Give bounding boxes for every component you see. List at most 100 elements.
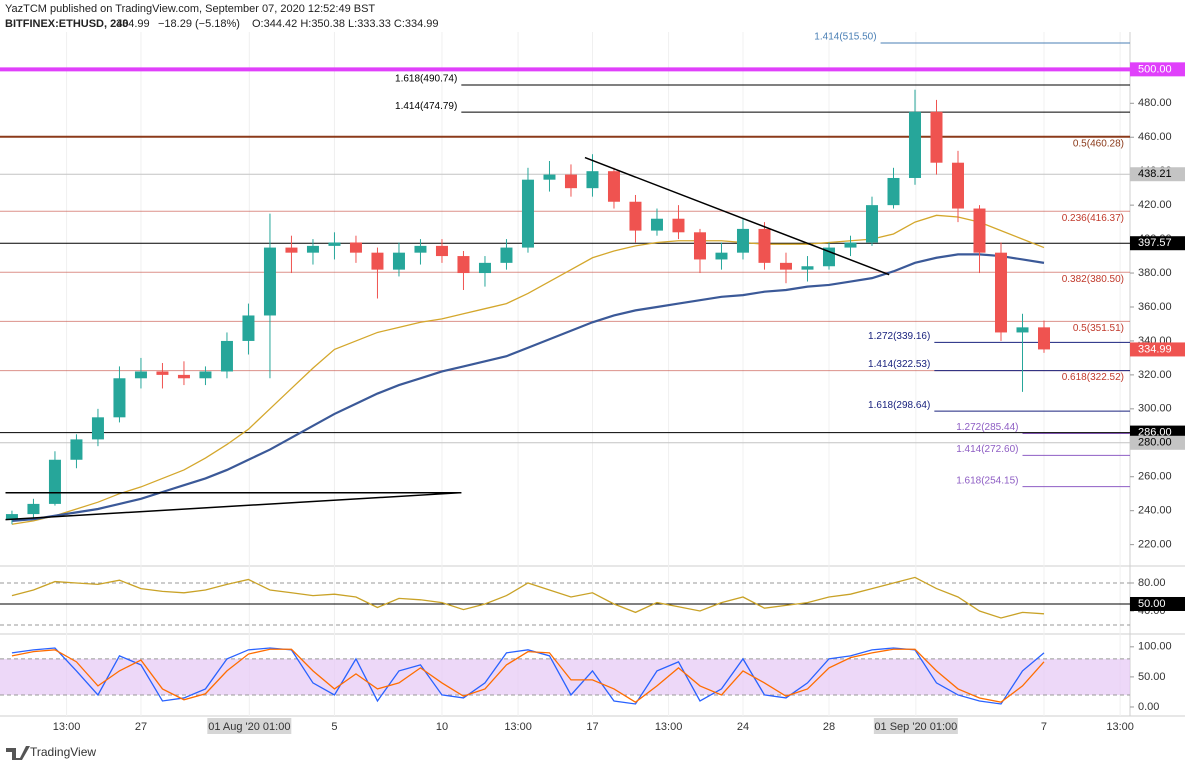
x-tick-label: 17	[586, 721, 598, 733]
fib-label: 1.618(254.15)	[956, 475, 1018, 486]
x-tick-label: 10	[436, 721, 448, 733]
candle-body	[693, 232, 706, 260]
candle-body	[263, 247, 276, 316]
candle-body	[242, 315, 255, 341]
candle-body	[199, 371, 212, 379]
y-tick-label: 260.00	[1138, 471, 1172, 483]
fib-label: 1.272(339.16)	[868, 331, 930, 342]
candle-body	[435, 245, 448, 257]
candle-body	[521, 179, 534, 248]
candle-body	[328, 242, 341, 246]
price-tag	[1130, 236, 1185, 251]
symbol: BITFINEX:ETHUSD, 240	[5, 18, 128, 30]
y-tick-label: 420.00	[1138, 199, 1172, 211]
pane	[0, 576, 1130, 626]
candle-body	[779, 262, 792, 270]
y-tick-label: 240.00	[1138, 505, 1172, 517]
y-tick-label: 320.00	[1138, 369, 1172, 381]
indicator-line	[11, 253, 1045, 522]
y-tick-label: 300.00	[1138, 403, 1172, 415]
candle-body	[220, 340, 233, 372]
candle-body	[994, 252, 1007, 333]
x-tick-label: 13:00	[504, 721, 532, 733]
candle-body	[908, 111, 921, 178]
x-tick-label: 24	[737, 721, 749, 733]
brand: TradingView	[30, 745, 96, 759]
y-tick-label: 360.00	[1138, 301, 1172, 313]
price-tag	[1130, 596, 1185, 611]
indicator-line	[11, 648, 1045, 703]
price-tag-label: 397.57	[1138, 237, 1172, 249]
fib-label: 1.618(490.74)	[395, 74, 457, 85]
price-tag-label: 50.00	[1138, 598, 1166, 610]
pane: 1.414(515.50) 1.618(490.74) 1.414(474.79) 0…	[0, 32, 1130, 525]
fib-label: 0.5(460.28)	[1073, 138, 1124, 149]
fib-label: 0.5(351.51)	[1073, 323, 1124, 334]
y-tick-label: 460.00	[1138, 131, 1172, 143]
candle-body	[930, 111, 943, 163]
candle-body	[414, 245, 427, 253]
publisher: YazTCM published on TradingView.com, Sep…	[5, 3, 375, 15]
candle-body	[478, 262, 491, 274]
x-tick-label: 7	[1041, 721, 1047, 733]
candle-body	[27, 503, 40, 515]
pane	[0, 647, 1130, 705]
candle-body	[500, 247, 513, 263]
fib-label: 1.414(322.53)	[868, 359, 930, 370]
candle-body	[113, 378, 126, 418]
x-tick-label: 13:00	[655, 721, 683, 733]
fib-label: 1.414(515.50)	[814, 32, 876, 43]
candle-body	[801, 266, 814, 270]
candle-body	[306, 245, 319, 253]
y-tick-label: 80.00	[1138, 577, 1166, 589]
price-tag	[1130, 342, 1185, 357]
indicator-line	[11, 576, 1045, 619]
fib-label: 0.236(416.37)	[1062, 213, 1124, 224]
fib-label: 1.414(272.60)	[956, 444, 1018, 455]
brand-logo	[6, 746, 30, 760]
price-tag-label: 500.00	[1138, 63, 1172, 75]
candle-body	[543, 174, 556, 180]
y-tick-label: 380.00	[1138, 267, 1172, 279]
candle-body	[457, 256, 470, 274]
x-tick-label: 27	[135, 721, 147, 733]
ohlc: O:344.42 H:350.38 L:333.33 C:334.99	[252, 18, 439, 30]
y-tick-label: 0.00	[1138, 701, 1159, 713]
price-tag-label: 438.21	[1138, 168, 1172, 180]
trendline	[584, 156, 890, 276]
candle-body	[1016, 327, 1029, 333]
x-tick-highlight	[873, 718, 958, 734]
candle-body	[285, 247, 298, 253]
x-tick-label: 28	[823, 721, 835, 733]
x-tick-label: 5	[331, 721, 337, 733]
price-tag	[1130, 167, 1185, 182]
fib-label: 0.382(380.50)	[1062, 274, 1124, 285]
y-tick-label: 50.00	[1138, 671, 1166, 683]
price-tag	[1130, 435, 1185, 450]
fib-label: 1.414(474.79)	[395, 101, 457, 112]
band	[0, 658, 1130, 695]
price-tag	[1130, 62, 1185, 77]
price-tag-label: 280.00	[1138, 437, 1172, 449]
candle-body	[758, 228, 771, 263]
indicator-line	[11, 647, 1045, 705]
candle-body	[973, 208, 986, 253]
candle-body	[951, 162, 964, 209]
y-tick-label: 480.00	[1138, 97, 1172, 109]
fib-label: 0.618(322.52)	[1062, 372, 1124, 383]
x-tick-highlight	[207, 718, 292, 734]
candle-body	[629, 201, 642, 231]
candle-body	[607, 171, 620, 202]
candle-body	[865, 205, 878, 243]
x-tick-label: 01 Sep '20 01:00	[874, 721, 957, 733]
x-tick-label: 01 Aug '20 01:00	[208, 721, 290, 733]
fib-label: 1.618(298.64)	[868, 400, 930, 411]
price-tag-label: 334.99	[1138, 343, 1172, 355]
candle-body	[1037, 327, 1050, 350]
y-tick-label: 100.00	[1138, 641, 1172, 653]
candle-body	[91, 417, 104, 440]
candle-body	[715, 252, 728, 260]
candle-body	[564, 174, 577, 189]
candle-body	[586, 171, 599, 189]
trendline	[5, 491, 462, 521]
